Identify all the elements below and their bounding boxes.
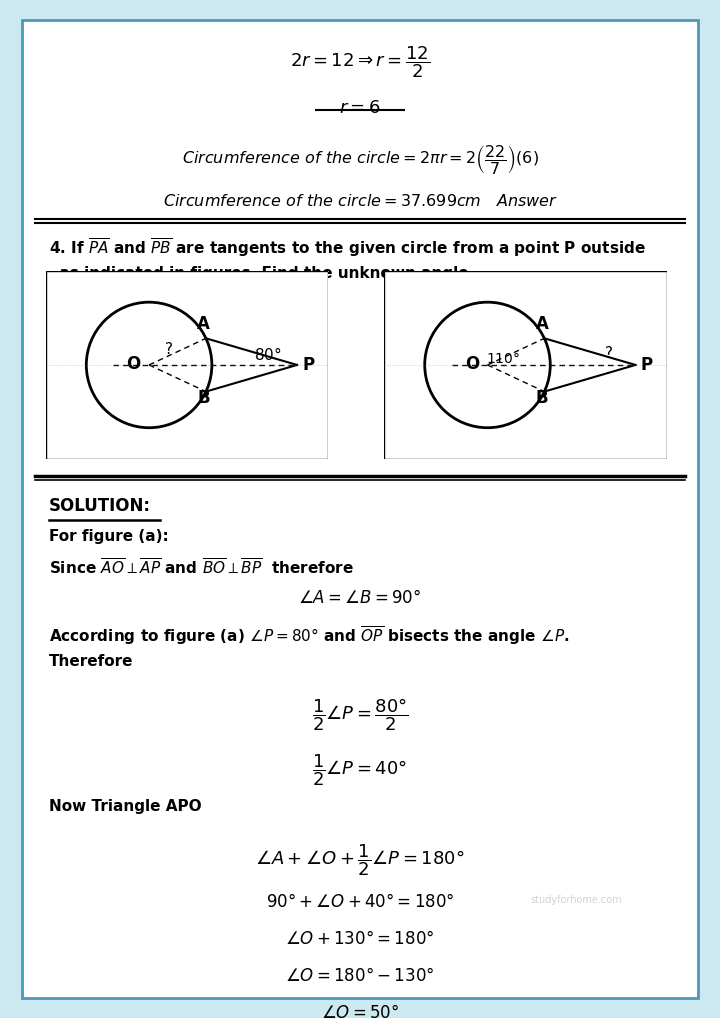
Text: (b): (b) — [473, 297, 498, 312]
Text: SOLUTION:: SOLUTION: — [49, 497, 150, 515]
Text: A: A — [197, 316, 210, 333]
Text: For figure (a):: For figure (a): — [49, 528, 168, 544]
Text: as indicated in figures. Find the unknown angle.: as indicated in figures. Find the unknow… — [49, 266, 474, 281]
Text: P: P — [641, 356, 653, 374]
Text: $80°$: $80°$ — [254, 346, 282, 363]
Text: $\angle A = \angle B = 90°$: $\angle A = \angle B = 90°$ — [298, 589, 422, 607]
Text: $\dfrac{1}{2}\angle P = 40°$: $\dfrac{1}{2}\angle P = 40°$ — [312, 752, 408, 788]
Text: studyforhome.com: studyforhome.com — [531, 895, 622, 905]
Text: $2r = 12 \Rightarrow r = \dfrac{12}{2}$: $2r = 12 \Rightarrow r = \dfrac{12}{2}$ — [290, 45, 430, 80]
Text: Since $\overline{AO} \perp \overline{AP}$ and $\overline{BO} \perp \overline{BP}: Since $\overline{AO} \perp \overline{AP}… — [49, 558, 354, 578]
Text: $110°$: $110°$ — [486, 351, 521, 365]
Text: Therefore: Therefore — [49, 654, 133, 669]
Text: 4. If $\overline{PA}$ and $\overline{PB}$ are tangents to the given circle from : 4. If $\overline{PA}$ and $\overline{PB}… — [49, 236, 646, 260]
FancyBboxPatch shape — [22, 20, 698, 998]
Text: According to figure (a) $\angle P = 80°$ and $\overline{OP}$ bisects the angle $: According to figure (a) $\angle P = 80°$… — [49, 624, 569, 647]
Text: $\angle O = 180° - 130°$: $\angle O = 180° - 130°$ — [285, 967, 435, 985]
Text: O: O — [126, 355, 140, 374]
Text: $\mathit{Circumference\ of\ the\ circle} = 37.699cm \quad \mathit{Answer}$: $\mathit{Circumference\ of\ the\ circle}… — [163, 193, 557, 210]
Text: $\dfrac{1}{2}\angle P = \dfrac{80°}{2}$: $\dfrac{1}{2}\angle P = \dfrac{80°}{2}$ — [312, 696, 408, 733]
Text: $r=6$: $r=6$ — [339, 99, 381, 116]
Text: Now Triangle APO: Now Triangle APO — [49, 799, 202, 814]
Text: $\angle O = 50°$: $\angle O = 50°$ — [321, 1005, 399, 1018]
Text: B: B — [197, 389, 210, 407]
Text: $\mathit{Circumference\ of\ the\ circle} = 2\pi r = 2\left(\dfrac{22}{7}\right)(: $\mathit{Circumference\ of\ the\ circle}… — [181, 143, 539, 175]
Text: $\angle O + 130° = 180°$: $\angle O + 130° = 180°$ — [285, 930, 435, 948]
Text: $90° + \angle O + 40° = 180°$: $90° + \angle O + 40° = 180°$ — [266, 893, 454, 911]
Text: ?: ? — [166, 342, 174, 356]
Text: O: O — [464, 355, 479, 374]
Text: B: B — [536, 389, 549, 407]
Text: (a): (a) — [168, 297, 193, 312]
Text: P: P — [302, 356, 315, 374]
Text: ?: ? — [605, 346, 613, 361]
Text: A: A — [536, 316, 549, 333]
Text: $\angle A + \angle O + \dfrac{1}{2}\angle P = 180°$: $\angle A + \angle O + \dfrac{1}{2}\angl… — [256, 842, 464, 878]
